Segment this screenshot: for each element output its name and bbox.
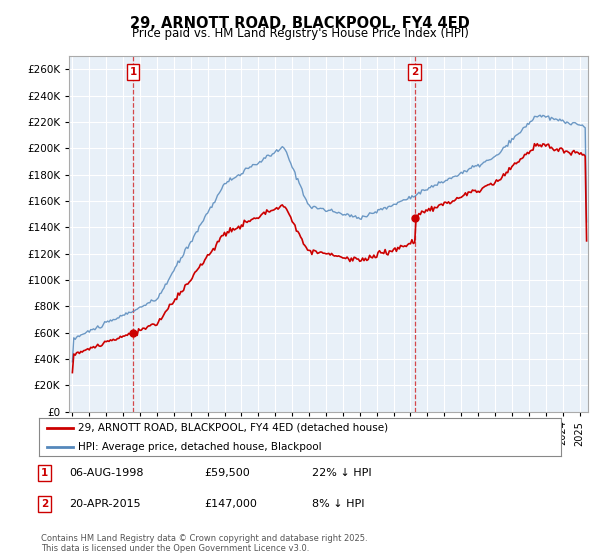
Text: 1: 1	[41, 468, 48, 478]
Text: £59,500: £59,500	[204, 468, 250, 478]
Text: £147,000: £147,000	[204, 499, 257, 509]
Text: 2: 2	[41, 499, 48, 509]
Text: 29, ARNOTT ROAD, BLACKPOOL, FY4 4ED: 29, ARNOTT ROAD, BLACKPOOL, FY4 4ED	[130, 16, 470, 31]
Text: 8% ↓ HPI: 8% ↓ HPI	[312, 499, 365, 509]
Text: 29, ARNOTT ROAD, BLACKPOOL, FY4 4ED (detached house): 29, ARNOTT ROAD, BLACKPOOL, FY4 4ED (det…	[78, 423, 388, 433]
Text: 2: 2	[411, 67, 418, 77]
Text: HPI: Average price, detached house, Blackpool: HPI: Average price, detached house, Blac…	[78, 442, 322, 452]
Text: Contains HM Land Registry data © Crown copyright and database right 2025.
This d: Contains HM Land Registry data © Crown c…	[41, 534, 367, 553]
Text: Price paid vs. HM Land Registry's House Price Index (HPI): Price paid vs. HM Land Registry's House …	[131, 27, 469, 40]
Text: 1: 1	[130, 67, 137, 77]
Text: 22% ↓ HPI: 22% ↓ HPI	[312, 468, 371, 478]
Text: 06-AUG-1998: 06-AUG-1998	[69, 468, 143, 478]
Text: 20-APR-2015: 20-APR-2015	[69, 499, 140, 509]
